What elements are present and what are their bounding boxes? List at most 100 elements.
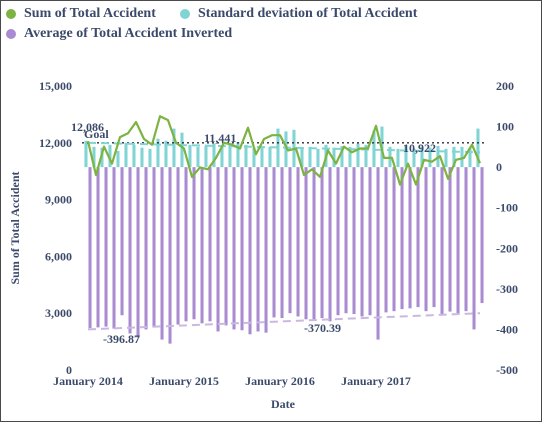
stddev-bar [260,146,264,168]
stddev-bar [124,142,128,168]
y-right-tick-label: -300 [496,282,518,296]
data-label-sum-first: 12,086 [71,120,104,134]
average-bar [392,167,396,312]
average-bar [128,167,132,334]
stddev-bar [284,131,288,168]
stddev-bar [140,147,144,168]
average-bar [296,167,300,317]
stddev-bar [364,144,368,168]
legend-marker-icon [6,9,16,19]
stddev-bar [84,140,88,168]
stddev-bar [196,146,200,168]
stddev-bar [308,146,312,168]
stddev-bar [268,146,272,168]
stddev-bar [300,148,304,168]
sum-line [86,115,482,186]
average-bar [192,167,196,320]
average-bar [184,167,188,322]
legend-label: Standard deviation of Total Accident [198,6,418,21]
stddev-bar [188,144,192,168]
stddev-bar [172,128,176,168]
x-tick-label: January 2014 [53,374,123,388]
average-bar [408,167,412,309]
stddev-bar [468,147,472,168]
stddev-bar [404,144,408,168]
legend-item-2[interactable]: Standard deviation of Total Accident [180,6,417,22]
average-bar [96,167,100,328]
stddev-bar [444,148,448,168]
average-bar [400,167,404,310]
y-left-tick-label: 0 [66,363,72,377]
average-bar [336,167,340,316]
average-bar [256,167,260,332]
average-bar [272,167,276,318]
stddev-bar [156,138,160,168]
average-bar [248,167,252,335]
y-right-tick-label: -500 [496,363,518,377]
average-bar [288,167,292,314]
y-right-tick-label: 200 [496,79,514,93]
stddev-bar [316,148,320,168]
stddev-bar [476,128,480,168]
average-bar [136,167,140,338]
average-bar [480,167,484,304]
x-tick-label: January 2017 [341,374,411,388]
average-bar [360,167,364,317]
stddev-bar [396,148,400,168]
sum-trend-line [87,141,481,154]
stddev-bar [228,142,232,168]
stddev-bar [356,143,360,168]
stddev-bar [244,144,248,168]
x-tick-label: January 2015 [149,374,219,388]
stddev-bar [180,132,184,168]
legend-item-1[interactable]: Sum of Total Accident [6,6,156,22]
stddev-bar [452,146,456,168]
goal-label: Goal [84,127,109,141]
average-bar [384,167,388,313]
average-bar [352,167,356,315]
stddev-bar [340,146,344,168]
average-bar [472,167,476,330]
stddev-bar [332,147,336,168]
y-right-tick-label: 100 [496,120,514,134]
average-bar [304,167,308,320]
y-left-tick-label: 9,000 [45,193,72,207]
average-bar [320,167,324,319]
data-label-avg-mid: -370.39 [304,321,341,335]
stddev-bar [420,146,424,168]
average-bar [232,167,236,330]
average-bar [424,167,428,312]
stddev-bar [212,143,216,168]
legend-label: Sum of Total Accident [24,6,156,21]
average-bar [112,167,116,329]
stddev-bar [460,146,464,168]
stddev-bar [412,148,416,168]
average-bar [160,167,164,340]
y-right-tick-label: -400 [496,322,518,336]
average-bar [208,167,212,322]
average-bar [432,167,436,308]
average-bar [264,167,268,333]
stddev-bar [204,146,208,168]
stddev-bar [92,146,96,168]
average-trend-line [87,312,481,331]
stddev-bar [220,146,224,168]
stddev-bar [276,128,280,168]
y-left-tick-label: 6,000 [45,249,72,263]
y-right-tick-label: -100 [496,201,518,215]
legend-label: Average of Total Accident Inverted [24,26,233,41]
stddev-bar [116,150,120,168]
chart-legend: Sum of Total Accident Standard deviation … [6,4,536,44]
average-bar [152,167,156,328]
average-bar [120,167,124,316]
average-bar [456,167,460,314]
average-bar [448,167,452,312]
average-bar [368,167,372,316]
data-label-avg-first: -396.87 [103,332,140,346]
y-left-tick-label: 15,000 [39,79,72,93]
legend-item-3[interactable]: Average of Total Accident Inverted [6,26,232,42]
average-bar [280,167,284,319]
average-bar [200,167,204,324]
stddev-bar [108,144,112,168]
average-bar [168,167,172,344]
